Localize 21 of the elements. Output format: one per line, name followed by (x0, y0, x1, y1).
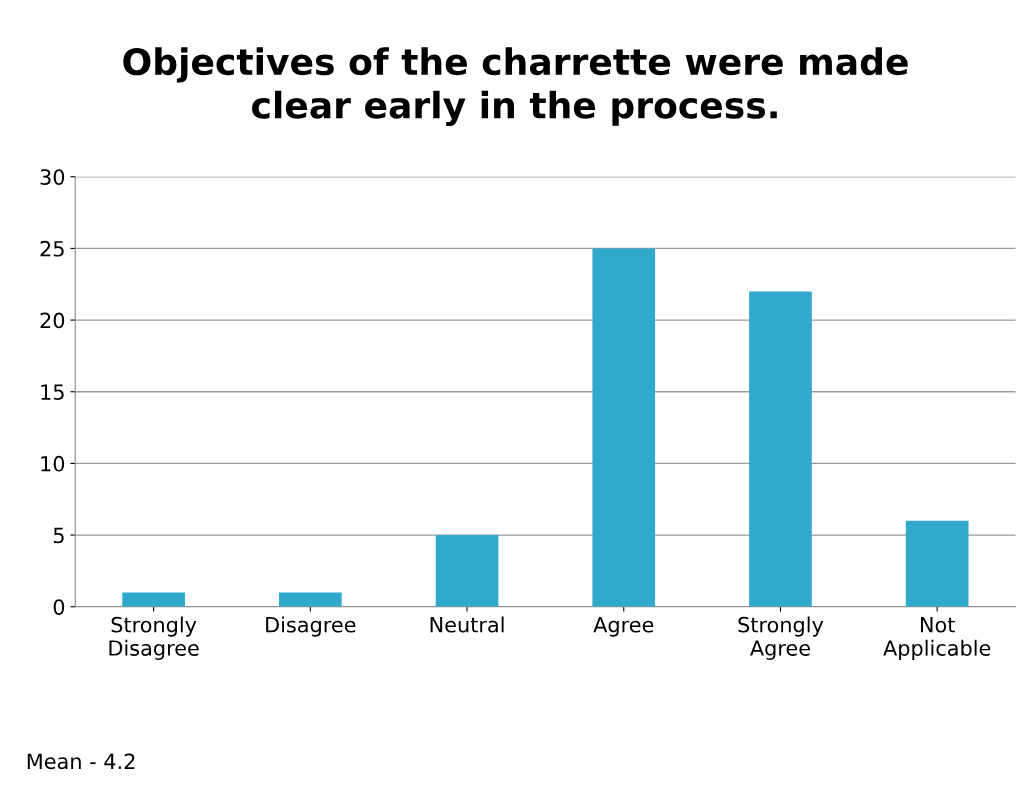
bar (435, 535, 499, 607)
y-tick-label: 20 (40, 312, 65, 329)
x-tick-label: Not Applicable (883, 617, 991, 660)
y-tick-label: 10 (41, 455, 65, 472)
x-tick-label: Disagree (266, 616, 356, 637)
bar (278, 592, 342, 607)
y-tick-label: 0 (53, 599, 65, 615)
y-tick-label: 5 (53, 527, 64, 544)
bar (122, 592, 185, 607)
y-tick-label: 30 (40, 169, 65, 185)
x-tick-label: Strongly Agree (738, 616, 824, 660)
y-tick-label: 15 (41, 384, 64, 400)
x-tick-label: Agree (593, 617, 654, 637)
text: Mean - 4.2 (27, 753, 135, 770)
chart-title: Objectives of the charrette were made clear early in the process. (123, 47, 908, 127)
x-tick-label: Strongly Disagree (109, 616, 199, 660)
y-tick-label: 25 (40, 240, 64, 257)
bar (592, 248, 656, 607)
bar (749, 291, 812, 607)
bar (905, 520, 969, 607)
x-tick-label: Neutral (430, 616, 504, 633)
